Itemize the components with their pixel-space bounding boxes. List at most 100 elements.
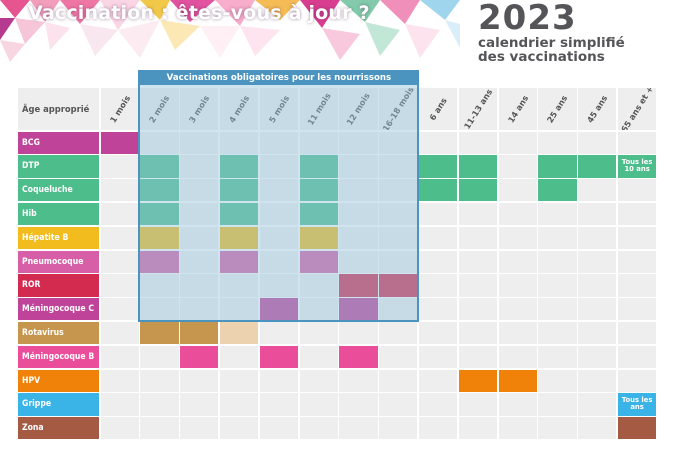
schedule-cell: [498, 322, 537, 345]
schedule-cell: [458, 274, 497, 297]
schedule-cell-optional: [220, 322, 259, 345]
schedule-cell: [140, 298, 179, 321]
vaccine-label: Rotavirus: [18, 322, 99, 345]
schedule-cell: [538, 369, 577, 392]
schedule-cell: [100, 203, 139, 226]
column-header: 4 mois: [220, 88, 259, 130]
schedule-cell: [538, 226, 577, 249]
schedule-cell-filled: [180, 345, 219, 368]
schedule-cell: [419, 322, 458, 345]
schedule-cell: [339, 250, 378, 273]
column-header: 65 ans et +: [618, 88, 657, 130]
mandatory-vaccinations-banner: Vaccinations obligatoires pour les nourr…: [138, 70, 420, 85]
schedule-cell: [578, 369, 617, 392]
schedule-cell: [498, 203, 537, 226]
column-header: 11-13 ans: [458, 88, 497, 130]
column-header: 14 ans: [498, 88, 537, 130]
schedule-cell-filled: [578, 155, 617, 178]
schedule-cell: [299, 417, 338, 440]
vaccine-label: Hépatite B: [18, 226, 99, 249]
schedule-cell: [100, 179, 139, 202]
schedule-cell: [618, 322, 657, 345]
schedule-cell: [299, 131, 338, 154]
schedule-cell: [618, 298, 657, 321]
column-header-label: 11-13 ans: [461, 88, 495, 130]
schedule-cell: [140, 417, 179, 440]
schedule-cell: [538, 274, 577, 297]
schedule-cell: [458, 345, 497, 368]
schedule-cell: [458, 203, 497, 226]
schedule-cell: [458, 322, 497, 345]
schedule-cell: [220, 274, 259, 297]
schedule-cell: [419, 417, 458, 440]
schedule-cell: [220, 345, 259, 368]
schedule-cell: [220, 369, 259, 392]
schedule-cell: [379, 203, 418, 226]
schedule-cell: [578, 298, 617, 321]
schedule-cell: [498, 298, 537, 321]
schedule-cell: [379, 345, 418, 368]
schedule-cell: [538, 322, 577, 345]
schedule-cell-filled: [419, 179, 458, 202]
column-header-label: 45 ans: [584, 93, 610, 125]
schedule-cell: [618, 203, 657, 226]
column-header-label: 14 ans: [505, 93, 531, 125]
schedule-cell: [180, 298, 219, 321]
schedule-cell: [458, 250, 497, 273]
schedule-cell: [538, 203, 577, 226]
schedule-cell: [458, 298, 497, 321]
schedule-cell: [180, 250, 219, 273]
schedule-cell: [538, 417, 577, 440]
schedule-cell: [458, 131, 497, 154]
schedule-cell: [180, 131, 219, 154]
schedule-cell: [419, 298, 458, 321]
schedule-cell: [299, 345, 338, 368]
schedule-cell: [538, 250, 577, 273]
schedule-cell-filled: [419, 155, 458, 178]
schedule-cell: [379, 393, 418, 416]
schedule-cell: [339, 226, 378, 249]
page-title: Vaccination : êtes-vous à jour ?: [28, 2, 370, 24]
schedule-cell-filled: [220, 155, 259, 178]
schedule-cell: [538, 393, 577, 416]
schedule-cell: [618, 179, 657, 202]
schedule-cell: [419, 274, 458, 297]
schedule-cell: [299, 298, 338, 321]
schedule-cell: [419, 226, 458, 249]
schedule-cell: [379, 155, 418, 178]
schedule-cell: [458, 226, 497, 249]
schedule-cell: [578, 203, 617, 226]
schedule-cell-filled: [180, 322, 219, 345]
vaccine-label: Méningocoque C: [18, 298, 99, 321]
schedule-cell: [180, 155, 219, 178]
schedule-cell-filled: [538, 155, 577, 178]
schedule-cell: [498, 179, 537, 202]
column-header: 3 mois: [180, 88, 219, 130]
schedule-cell: [379, 131, 418, 154]
column-header-label: 16-18 mois: [380, 88, 417, 130]
schedule-cell: [578, 345, 617, 368]
schedule-cell-filled: [220, 226, 259, 249]
schedule-cell-filled: [299, 226, 338, 249]
schedule-cell: [259, 322, 298, 345]
vaccine-label: BCG: [18, 131, 99, 154]
schedule-cell: [299, 322, 338, 345]
schedule-cell: [259, 393, 298, 416]
subtitle-line-1: calendrier simplifié: [478, 35, 625, 51]
schedule-cell-filled: [339, 274, 378, 297]
schedule-cell: [180, 393, 219, 416]
schedule-cell-filled: [299, 179, 338, 202]
schedule-cell: [578, 131, 617, 154]
schedule-cell: [140, 274, 179, 297]
column-header-label: 65 ans et +: [618, 88, 656, 130]
schedule-cell: [538, 298, 577, 321]
schedule-cell-filled: [339, 298, 378, 321]
schedule-cell: [498, 131, 537, 154]
schedule-cell: [379, 298, 418, 321]
year-heading: 2023: [478, 0, 577, 38]
schedule-cell-filled: [140, 179, 179, 202]
schedule-cell-filled: [140, 226, 179, 249]
schedule-cell-filled: [299, 203, 338, 226]
schedule-cell: [498, 155, 537, 178]
vaccine-label: Zona: [18, 417, 99, 440]
